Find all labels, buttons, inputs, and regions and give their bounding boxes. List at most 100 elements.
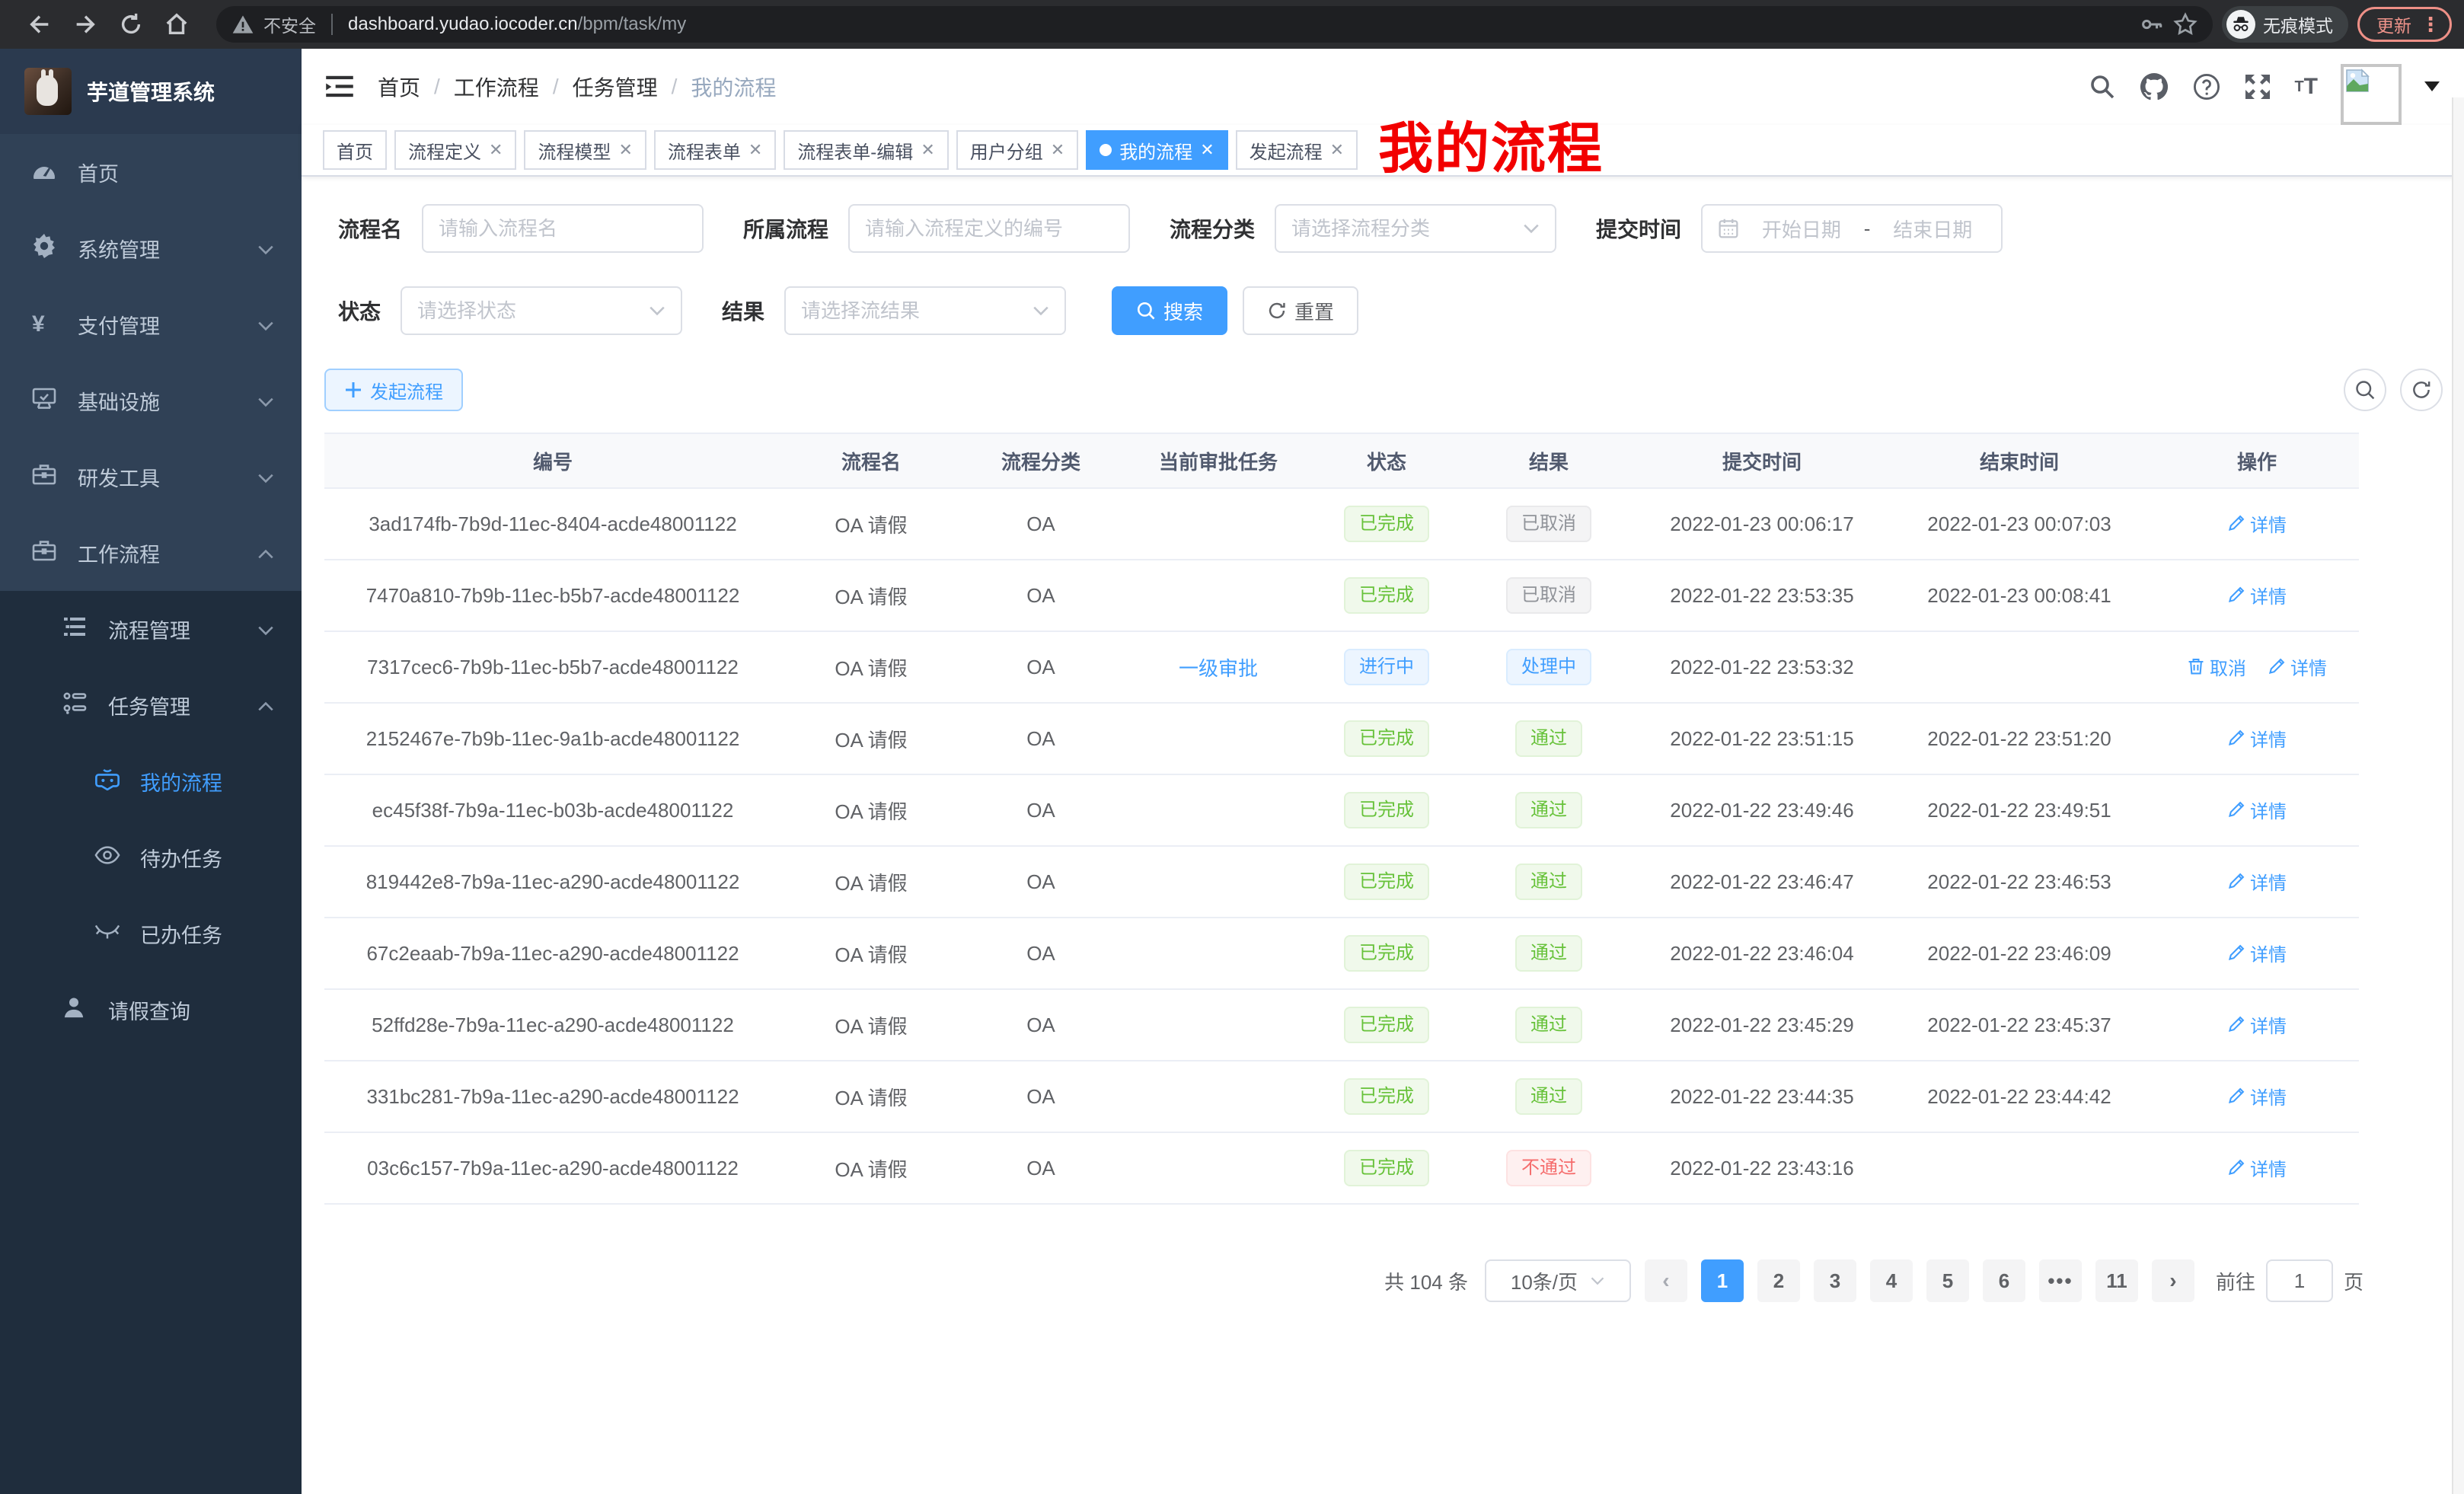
cell-end-time: 2022-01-22 23:46:53 xyxy=(1884,846,2155,918)
tab-process-def[interactable]: 流程定义 ✕ xyxy=(394,130,517,170)
tab-process-model[interactable]: 流程模型 ✕ xyxy=(524,130,646,170)
github-icon[interactable] xyxy=(2139,72,2169,102)
toggle-search-button[interactable] xyxy=(2344,369,2386,411)
close-icon[interactable]: ✕ xyxy=(489,140,503,159)
flow-icon xyxy=(62,691,87,714)
status-select[interactable] xyxy=(401,286,683,335)
reset-button[interactable]: 重置 xyxy=(1243,286,1359,335)
star-icon[interactable] xyxy=(2173,12,2197,37)
hamburger-icon[interactable] xyxy=(326,75,353,99)
tab-my-process[interactable]: 我的流程 ✕ xyxy=(1086,130,1228,170)
cancel-action[interactable]: 取消 xyxy=(2187,653,2246,680)
scrollbar[interactable] xyxy=(2452,97,2464,1494)
tab-process-form-edit[interactable]: 流程表单-编辑 ✕ xyxy=(784,130,949,170)
detail-action[interactable]: 详情 xyxy=(2268,653,2327,680)
search-icon[interactable] xyxy=(2089,73,2116,101)
detail-action[interactable]: 详情 xyxy=(2227,796,2287,823)
tab-home[interactable]: 首页 xyxy=(323,130,387,170)
cell-end-time: 2022-01-22 23:44:42 xyxy=(1884,1061,2155,1133)
search-button[interactable]: 搜索 xyxy=(1112,286,1228,335)
page-button[interactable]: 6 xyxy=(1982,1259,2025,1302)
sidebar-item-system[interactable]: 系统管理 xyxy=(0,210,302,286)
close-icon[interactable]: ✕ xyxy=(921,140,935,159)
tab-process-form[interactable]: 流程表单 ✕ xyxy=(653,130,777,170)
forward-icon[interactable] xyxy=(67,6,104,43)
current-task-link[interactable]: 一级审批 xyxy=(1178,656,1258,680)
browser-toolbar: 不安全 dashboard.yudao.iocoder.cn/bpm/task/… xyxy=(0,0,2464,49)
calendar-icon xyxy=(1718,218,1739,239)
sidebar-item-label: 我的流程 xyxy=(140,771,222,795)
tab-start-process[interactable]: 发起流程 ✕ xyxy=(1235,130,1358,170)
avatar[interactable] xyxy=(2341,64,2402,125)
process-def-input[interactable] xyxy=(848,204,1131,253)
goto-page-input[interactable] xyxy=(2265,1259,2333,1302)
prev-page-button[interactable]: ‹ xyxy=(1644,1259,1687,1302)
help-icon[interactable] xyxy=(2192,72,2221,101)
close-icon[interactable]: ✕ xyxy=(1050,140,1065,159)
table-row: 819442e8-7b9a-11ec-a290-acde48001122 OA 请… xyxy=(324,846,2359,918)
page-button[interactable]: 3 xyxy=(1813,1259,1856,1302)
page-button[interactable]: 11 xyxy=(2095,1259,2138,1302)
home-icon[interactable] xyxy=(158,6,195,43)
detail-action[interactable]: 详情 xyxy=(2227,582,2287,608)
tab-label: 流程表单 xyxy=(667,142,741,163)
process-name-input[interactable] xyxy=(422,204,704,253)
filter-label: 流程名 xyxy=(338,218,403,241)
category-select[interactable] xyxy=(1275,204,1557,253)
page-size-select[interactable]: 10条/页 xyxy=(1484,1259,1631,1302)
detail-action[interactable]: 详情 xyxy=(2227,1083,2287,1109)
page-button[interactable]: 1 xyxy=(1700,1259,1744,1302)
table-row: 2152467e-7b9b-11ec-9a1b-acde48001122 OA 请… xyxy=(324,703,2359,775)
sidebar-item-process-mgmt[interactable]: 流程管理 xyxy=(0,591,302,667)
table-toolbar: 发起流程 xyxy=(324,369,2443,411)
detail-action[interactable]: 详情 xyxy=(2227,940,2287,966)
sidebar-item-payment[interactable]: ¥ 支付管理 xyxy=(0,286,302,362)
close-icon[interactable]: ✕ xyxy=(1329,140,1345,159)
security-label: 不安全 xyxy=(263,16,316,36)
next-page-button[interactable]: › xyxy=(2151,1259,2194,1302)
url-bar[interactable]: 不安全 dashboard.yudao.iocoder.cn/bpm/task/… xyxy=(216,6,2213,43)
tab-user-group[interactable]: 用户分组 ✕ xyxy=(956,130,1079,170)
detail-action[interactable]: 详情 xyxy=(2227,510,2287,537)
page-button[interactable]: 5 xyxy=(1926,1259,1969,1302)
sidebar-item-task-mgmt[interactable]: 任务管理 xyxy=(0,667,302,743)
fullscreen-icon[interactable] xyxy=(2244,73,2271,101)
chevron-down-icon[interactable] xyxy=(2424,81,2440,92)
sidebar-item-todo-task[interactable]: 待办任务 xyxy=(0,819,302,895)
close-icon[interactable]: ✕ xyxy=(618,140,633,159)
sidebar-item-infra[interactable]: 基础设施 xyxy=(0,362,302,439)
sidebar-item-done-task[interactable]: 已办任务 xyxy=(0,895,302,972)
reload-icon[interactable] xyxy=(113,6,149,43)
chevron-down-icon xyxy=(1033,305,1049,316)
cell-end-time xyxy=(1884,631,2155,704)
sidebar-item-workflow[interactable]: 工作流程 xyxy=(0,515,302,591)
submit-time-range[interactable]: 开始日期 - 结束日期 xyxy=(1701,204,2003,253)
update-button[interactable]: 更新 ⋮ xyxy=(2357,7,2452,42)
close-icon[interactable]: ✕ xyxy=(748,140,763,159)
sidebar-item-leave-query[interactable]: 请假查询 xyxy=(0,972,302,1048)
key-icon[interactable] xyxy=(2140,12,2164,37)
detail-action[interactable]: 详情 xyxy=(2227,725,2287,752)
page-button[interactable]: 2 xyxy=(1757,1259,1800,1302)
page-button[interactable]: 4 xyxy=(1869,1259,1913,1302)
result-select[interactable] xyxy=(784,286,1067,335)
detail-action[interactable]: 详情 xyxy=(2227,1011,2287,1038)
detail-action[interactable]: 详情 xyxy=(2227,1154,2287,1181)
status-badge: 进行中 xyxy=(1344,649,1429,685)
cell-end-time: 2022-01-23 00:07:03 xyxy=(1884,488,2155,560)
refresh-table-button[interactable] xyxy=(2400,369,2443,411)
sidebar-item-home[interactable]: 首页 xyxy=(0,134,302,210)
back-icon[interactable] xyxy=(21,6,58,43)
sidebar-item-label: 系统管理 xyxy=(78,238,160,262)
sidebar-item-my-process[interactable]: 我的流程 xyxy=(0,743,302,819)
app-logo[interactable]: 芋道管理系统 xyxy=(0,49,302,134)
breadcrumb-item[interactable]: 首页 xyxy=(378,76,421,100)
sidebar-item-devtools[interactable]: 研发工具 xyxy=(0,439,302,515)
pagination-more[interactable]: ••• xyxy=(2038,1259,2082,1302)
cell-category: OA xyxy=(961,488,1121,560)
detail-action[interactable]: 详情 xyxy=(2227,868,2287,895)
create-process-button[interactable]: 发起流程 xyxy=(324,369,463,411)
cell-name: OA 请假 xyxy=(781,488,961,560)
close-icon[interactable]: ✕ xyxy=(1200,140,1214,159)
